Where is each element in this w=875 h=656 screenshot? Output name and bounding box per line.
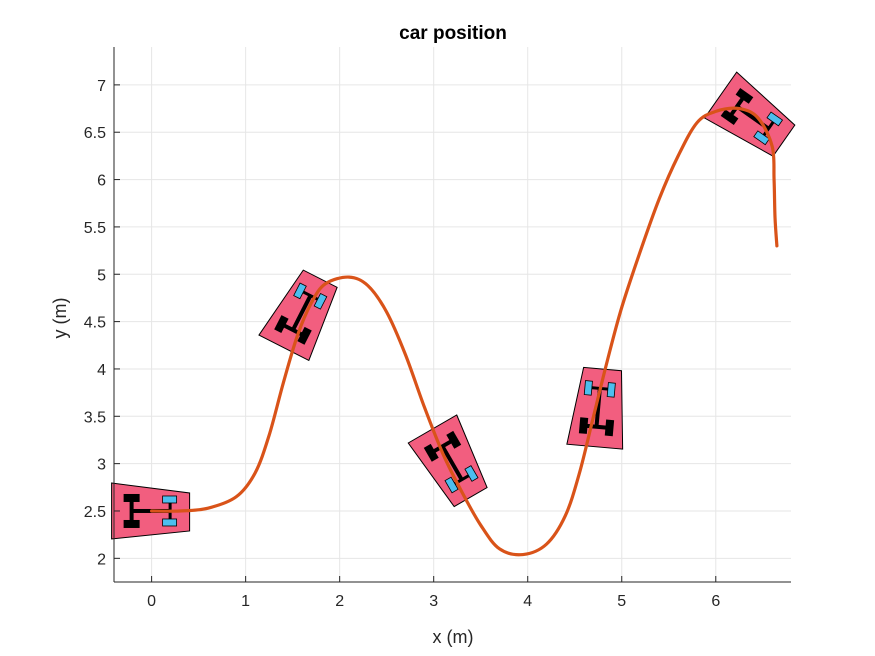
y-tick-label: 5.5 [84, 220, 106, 237]
front-wheel [313, 292, 328, 310]
car-spine [594, 388, 602, 427]
rear-wheel [446, 430, 462, 449]
rear-wheel [297, 326, 312, 345]
x-tick-label: 2 [335, 593, 344, 610]
chart-title: car position [399, 23, 507, 44]
trajectory [150, 106, 779, 557]
car-spine [440, 445, 464, 481]
car-spine [291, 295, 313, 331]
front-wheel [753, 130, 770, 146]
front-wheel [464, 465, 479, 482]
front-wheel [162, 495, 178, 504]
rear-wheel [423, 443, 439, 462]
x-tick-label: 6 [711, 593, 720, 610]
rear-wheel [123, 519, 140, 528]
rear-wheel [720, 109, 739, 126]
rear-wheel [578, 417, 589, 434]
y-tick-label: 6 [97, 173, 106, 190]
front-wheel [583, 380, 593, 396]
y-tick-label: 5 [97, 267, 106, 284]
y-tick-label: 6.5 [84, 125, 106, 142]
y-tick-label: 4 [97, 362, 106, 379]
rear-wheel [123, 493, 140, 502]
y-tick-label: 2.5 [84, 504, 106, 521]
y-tick-label: 4.5 [84, 315, 106, 332]
y-tick-label: 3.5 [84, 409, 106, 426]
trajectory-line [150, 106, 779, 557]
y-axis-label: y (m) [50, 298, 70, 339]
rear-wheel [735, 88, 754, 104]
y-tick-label: 7 [97, 78, 106, 95]
y-tick-label: 3 [97, 457, 106, 474]
front-axle [760, 117, 777, 140]
front-wheel [766, 111, 784, 127]
front-wheel [293, 282, 307, 300]
front-wheel [162, 518, 178, 527]
x-tick-label: 4 [523, 593, 532, 610]
y-tick-label: 2 [97, 551, 106, 568]
x-axis-label: x (m) [433, 627, 474, 647]
rear-wheel [604, 419, 615, 437]
x-tick-label: 3 [429, 593, 438, 610]
front-wheel [444, 476, 459, 494]
axes: 0 1 2 3 4 5 6 2 2.5 3 3.5 4 4.5 5 5.5 6 6.5 7 [84, 47, 791, 610]
x-tick-label: 1 [241, 593, 250, 610]
x-tick-label: 0 [147, 593, 156, 610]
front-wheel [606, 382, 616, 398]
rear-wheel [274, 315, 289, 333]
front-axle [299, 288, 322, 303]
rear-axle [727, 93, 747, 120]
x-tick-label: 5 [617, 593, 626, 610]
